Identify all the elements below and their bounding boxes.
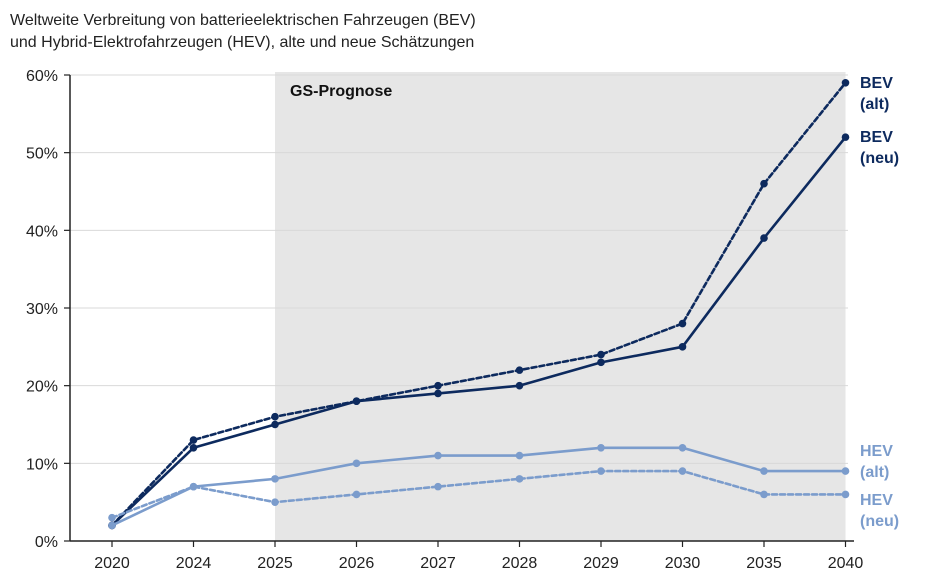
x-tick-label: 2027 — [420, 555, 456, 572]
data-point-bev-neu — [760, 234, 768, 242]
data-point-bev-neu — [597, 358, 605, 367]
x-tick-label: 2020 — [94, 555, 130, 572]
data-point-hev-neu — [271, 498, 279, 506]
data-point-hev-neu — [760, 490, 768, 499]
data-point-bev-alt — [678, 319, 687, 328]
y-tick-label: 10% — [26, 456, 58, 473]
data-point-hev-neu — [108, 513, 116, 522]
x-tick-label: 2030 — [665, 555, 701, 572]
series-label-hev-alt-line-2: (alt) — [860, 464, 889, 481]
chart-title-line-2: und Hybrid-Elektrofahrzeugen (HEV), alte… — [10, 34, 475, 51]
series-line-hev-neu — [110, 469, 847, 520]
data-point-hev-alt — [515, 451, 524, 460]
data-point-bev-neu — [434, 389, 442, 398]
data-point-bev-neu — [841, 133, 850, 141]
data-point-bev-neu — [352, 397, 361, 406]
data-point-hev-neu — [189, 482, 198, 491]
data-point-bev-neu — [189, 444, 198, 452]
data-point-hev-alt — [760, 467, 768, 475]
data-point-bev-neu — [515, 381, 524, 390]
x-tick-label: 2025 — [257, 555, 293, 572]
forecast-band-label: GS-Prognose — [290, 83, 392, 100]
series-label-bev-alt-line-1: BEV — [860, 75, 893, 92]
series-label-bev-neu-line-2: (neu) — [860, 150, 899, 167]
data-point-hev-alt — [678, 444, 687, 452]
data-point-bev-alt — [515, 366, 524, 374]
data-point-hev-alt — [108, 521, 116, 530]
data-point-bev-neu — [678, 343, 687, 351]
data-point-bev-alt — [597, 350, 605, 359]
series-label-bev-neu-line-1: BEV — [860, 129, 893, 146]
data-point-bev-alt — [189, 436, 198, 444]
x-tick-label: 2028 — [502, 555, 538, 572]
x-tick-label: 2026 — [339, 555, 375, 572]
data-point-hev-alt — [597, 444, 605, 452]
y-tick-label: 50% — [26, 146, 58, 163]
series-label-hev-neu-line-2: (neu) — [860, 513, 899, 530]
data-point-hev-alt — [352, 459, 361, 468]
data-point-bev-alt — [841, 78, 850, 87]
data-point-bev-alt — [760, 179, 768, 188]
series-line-bev-alt — [110, 81, 847, 527]
data-point-bev-neu — [271, 420, 279, 429]
series-line-bev-neu — [110, 135, 847, 527]
data-point-bev-alt — [434, 381, 442, 390]
data-point-hev-neu — [841, 490, 850, 499]
data-point-hev-neu — [515, 475, 524, 483]
data-point-hev-neu — [678, 467, 687, 475]
y-tick-label: 40% — [26, 223, 58, 240]
series-label-hev-alt-line-1: HEV — [860, 443, 893, 460]
chart-title-line-1: Weltweite Verbreitung von batterieelektr… — [10, 12, 476, 29]
series-label-bev-alt-line-2: (alt) — [860, 96, 889, 113]
data-point-hev-alt — [271, 475, 279, 483]
y-tick-label: 60% — [26, 68, 58, 85]
x-tick-label: 2029 — [583, 555, 619, 572]
series-label-hev-neu-line-1: HEV — [860, 492, 893, 509]
x-tick-label: 2035 — [746, 555, 782, 572]
x-tick-label: 2024 — [176, 555, 212, 572]
data-point-hev-alt — [434, 451, 442, 460]
y-tick-label: 0% — [35, 534, 58, 551]
data-point-bev-alt — [271, 412, 279, 421]
series-line-hev-alt — [110, 446, 847, 527]
data-point-hev-neu — [352, 490, 361, 499]
data-point-hev-neu — [434, 482, 442, 491]
x-tick-label: 2040 — [828, 555, 864, 572]
y-tick-label: 20% — [26, 379, 58, 396]
data-point-hev-alt — [841, 467, 850, 475]
data-point-hev-neu — [597, 467, 605, 475]
chart-title: Weltweite Verbreitung von batterieelektr… — [10, 10, 476, 54]
y-tick-label: 30% — [26, 301, 58, 318]
